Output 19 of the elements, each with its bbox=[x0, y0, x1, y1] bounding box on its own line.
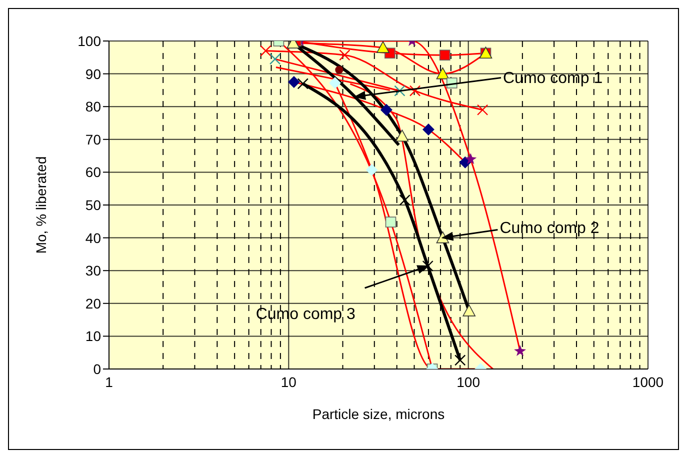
x-tick-label: 10 bbox=[280, 374, 297, 390]
y-tick-label: 60 bbox=[85, 164, 102, 180]
y-tick-label: 0 bbox=[93, 360, 102, 377]
y-tick-label: 100 bbox=[78, 32, 102, 49]
y-axis-title: Mo, % liberated bbox=[32, 156, 49, 254]
y-tick-label: 10 bbox=[85, 328, 102, 344]
y-tick-label: 80 bbox=[85, 98, 102, 115]
y-tick-label: 90 bbox=[85, 66, 102, 82]
y-tick-label: 70 bbox=[85, 131, 102, 148]
x-tick-label: 1000 bbox=[632, 374, 664, 390]
y-tick-label: 20 bbox=[85, 295, 102, 312]
y-tick-label: 50 bbox=[85, 196, 102, 213]
y-tick-label: 30 bbox=[85, 262, 102, 279]
y-tick-label: 40 bbox=[85, 230, 102, 246]
x-tick-label: 1 bbox=[105, 374, 114, 390]
annotation: Cumo comp 2 bbox=[500, 220, 600, 237]
annotation: Cumo comp 1 bbox=[503, 70, 603, 87]
x-axis-title: Particle size, microns bbox=[312, 406, 445, 422]
x-tick-label: 100 bbox=[456, 374, 480, 390]
